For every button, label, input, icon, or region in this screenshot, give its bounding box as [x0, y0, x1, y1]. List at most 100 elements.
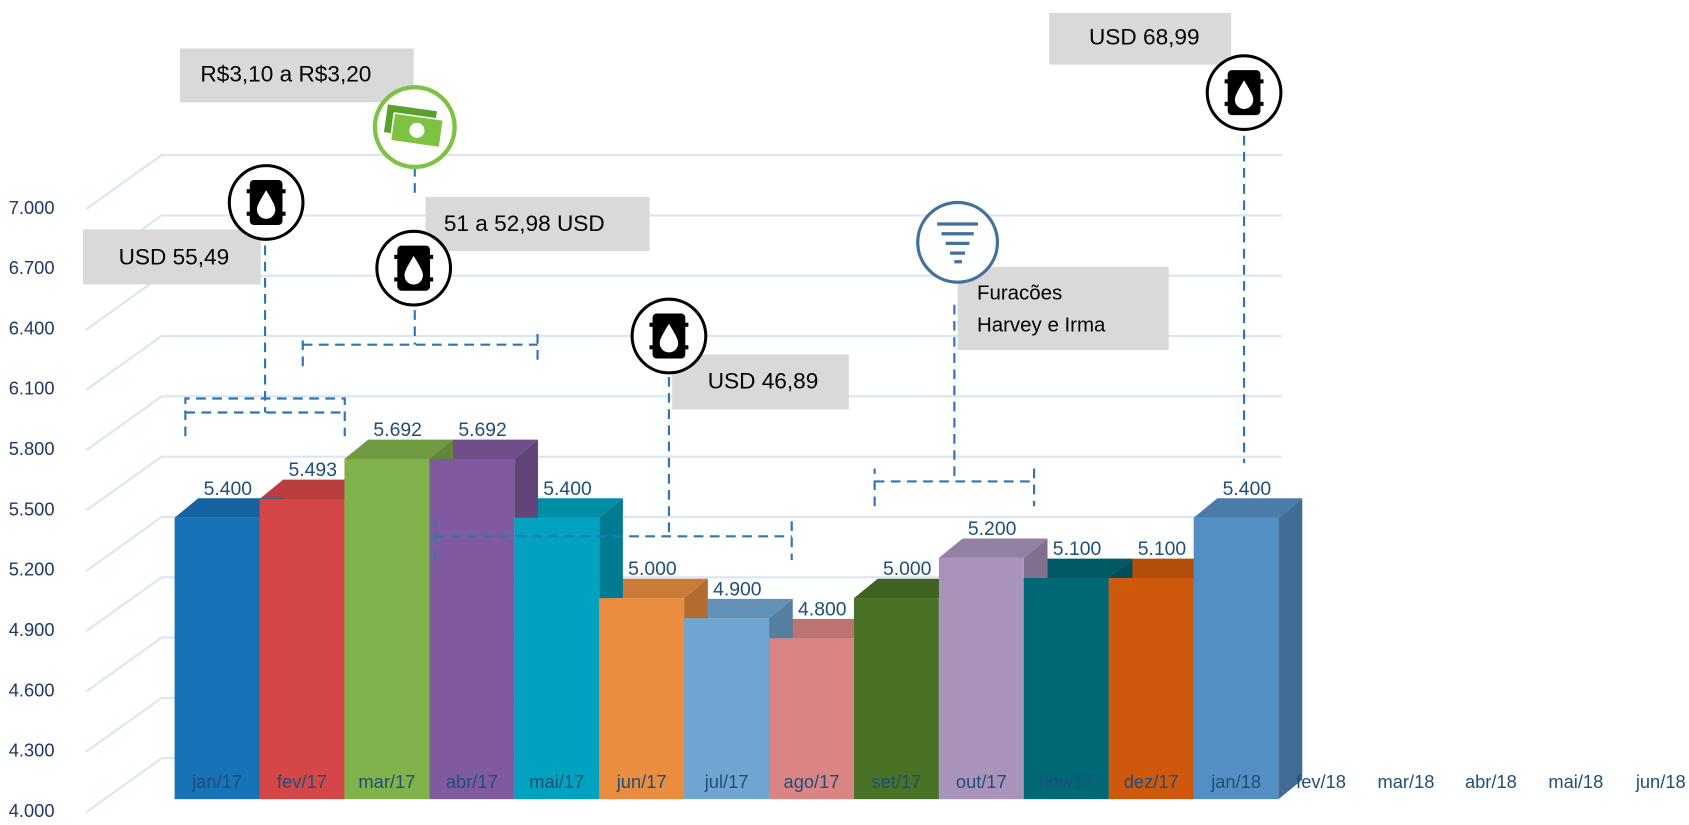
- annotation: Furacões: [977, 281, 1062, 304]
- value-label: 5.400: [1223, 478, 1272, 500]
- bar: [853, 598, 939, 800]
- value-label: 5.692: [458, 419, 507, 441]
- value-label: 4.800: [798, 598, 847, 620]
- bracket: [301, 166, 539, 367]
- bar-top: [174, 498, 284, 518]
- bar-shade: [1193, 517, 1279, 800]
- y-tick-label: 5.800: [9, 438, 55, 459]
- annotation-box: [1049, 12, 1232, 65]
- bracket: [184, 245, 346, 437]
- bar-top: [514, 498, 623, 518]
- grid-line: [85, 515, 1282, 572]
- annotation: USD 68,99: [1089, 25, 1200, 50]
- x-tick-label: jul/17: [704, 771, 749, 792]
- value-label: 5.400: [543, 478, 592, 500]
- x-tick-label: mai/17: [529, 771, 584, 792]
- bar: [938, 557, 1024, 800]
- value-label: 5.000: [628, 558, 677, 580]
- bar-shade: [1108, 578, 1194, 800]
- value-label: 5.100: [1138, 538, 1187, 560]
- bar: [769, 638, 854, 800]
- bar-shade: [853, 598, 939, 800]
- annotation-box: [425, 197, 650, 251]
- oil-icon: [227, 164, 305, 241]
- x-tick-label: mar/17: [358, 771, 415, 792]
- annotation-graphics: [83, 12, 1283, 561]
- bar: [344, 458, 430, 800]
- y-tick-label: 4.600: [9, 679, 55, 700]
- grid-line: [85, 154, 1282, 210]
- value-label: 5.692: [373, 419, 422, 441]
- annotation: Harvey e Irma: [977, 314, 1106, 337]
- bar: [1108, 578, 1194, 800]
- bar-shade: [259, 498, 345, 800]
- y-tick-label: 6.400: [9, 317, 55, 338]
- bar-shade: [514, 517, 600, 800]
- grid-line: [85, 395, 1282, 452]
- bar-top: [684, 598, 793, 619]
- bar: [174, 517, 260, 800]
- bar-shade: [938, 557, 1024, 800]
- annotation-box: [179, 48, 414, 103]
- y-tick-label: 6.100: [9, 378, 55, 399]
- x-tick-label: mai/18: [1548, 771, 1603, 792]
- y-tick-label: 4.000: [9, 800, 55, 821]
- y-tick-label: 7.000: [9, 197, 55, 218]
- bracket: [434, 376, 793, 561]
- grid-line: [85, 455, 1282, 512]
- bar: [1023, 578, 1109, 800]
- hurricane-icon: [916, 200, 1000, 284]
- bracket: [873, 304, 1036, 507]
- x-tick-label: fev/17: [277, 771, 327, 792]
- money-icon: [372, 85, 457, 170]
- bar: [259, 498, 345, 800]
- value-label: 5.200: [968, 518, 1017, 540]
- x-tick-label: abr/18: [1465, 771, 1517, 792]
- oil-icon: [375, 229, 453, 307]
- bar-top: [1193, 498, 1303, 518]
- bar-top: [344, 439, 454, 459]
- x-tick-label: abr/17: [446, 771, 498, 792]
- bar-top: [938, 538, 1048, 558]
- bar-top: [259, 479, 369, 499]
- bar: [1193, 517, 1279, 800]
- x-tick-label: jan/17: [191, 771, 242, 792]
- annotation-box: [83, 229, 261, 285]
- bar-shade: [344, 458, 430, 800]
- x-tick-label: mar/18: [1378, 771, 1435, 792]
- grid-line: [85, 334, 1282, 391]
- bar-top: [599, 578, 708, 599]
- bar: [684, 618, 770, 800]
- x-tick-label: fev/18: [1296, 771, 1346, 792]
- y-tick-label: 4.900: [9, 619, 55, 640]
- oil-icon: [630, 297, 708, 375]
- x-tick-label: nov/17: [1039, 771, 1094, 792]
- y-tick-label: 4.300: [9, 740, 55, 761]
- bar-shade: [174, 517, 260, 800]
- value-label: 5.000: [883, 558, 932, 580]
- value-label: 4.900: [713, 578, 762, 600]
- x-tick-label: out/17: [956, 771, 1007, 792]
- value-label: 5.400: [204, 478, 253, 500]
- x-tick-label: jun/17: [616, 771, 667, 792]
- bar-shade: [1023, 578, 1109, 800]
- value-label: 5.100: [1053, 538, 1102, 560]
- bar-top: [1023, 558, 1133, 579]
- bar-shade: [429, 458, 515, 800]
- annotation: USD 55,49: [119, 244, 230, 269]
- x-tick-label: dez/17: [1124, 771, 1179, 792]
- bar-shade: [684, 618, 770, 800]
- annotation: USD 46,89: [708, 368, 819, 393]
- bar-shade: [769, 638, 854, 800]
- x-tick-label: jan/18: [1210, 771, 1261, 792]
- y-tick-label: 5.200: [9, 559, 55, 580]
- annotation: 51 a 52,98 USD: [444, 211, 605, 236]
- annotation: R$3,10 a R$3,20: [200, 61, 371, 86]
- bar-top: [1108, 558, 1218, 579]
- bar: [599, 598, 685, 800]
- bar-side: [1278, 498, 1303, 800]
- x-tick-label: jun/18: [1635, 771, 1686, 792]
- x-tick-label: ago/17: [784, 771, 840, 792]
- bar: [429, 458, 515, 800]
